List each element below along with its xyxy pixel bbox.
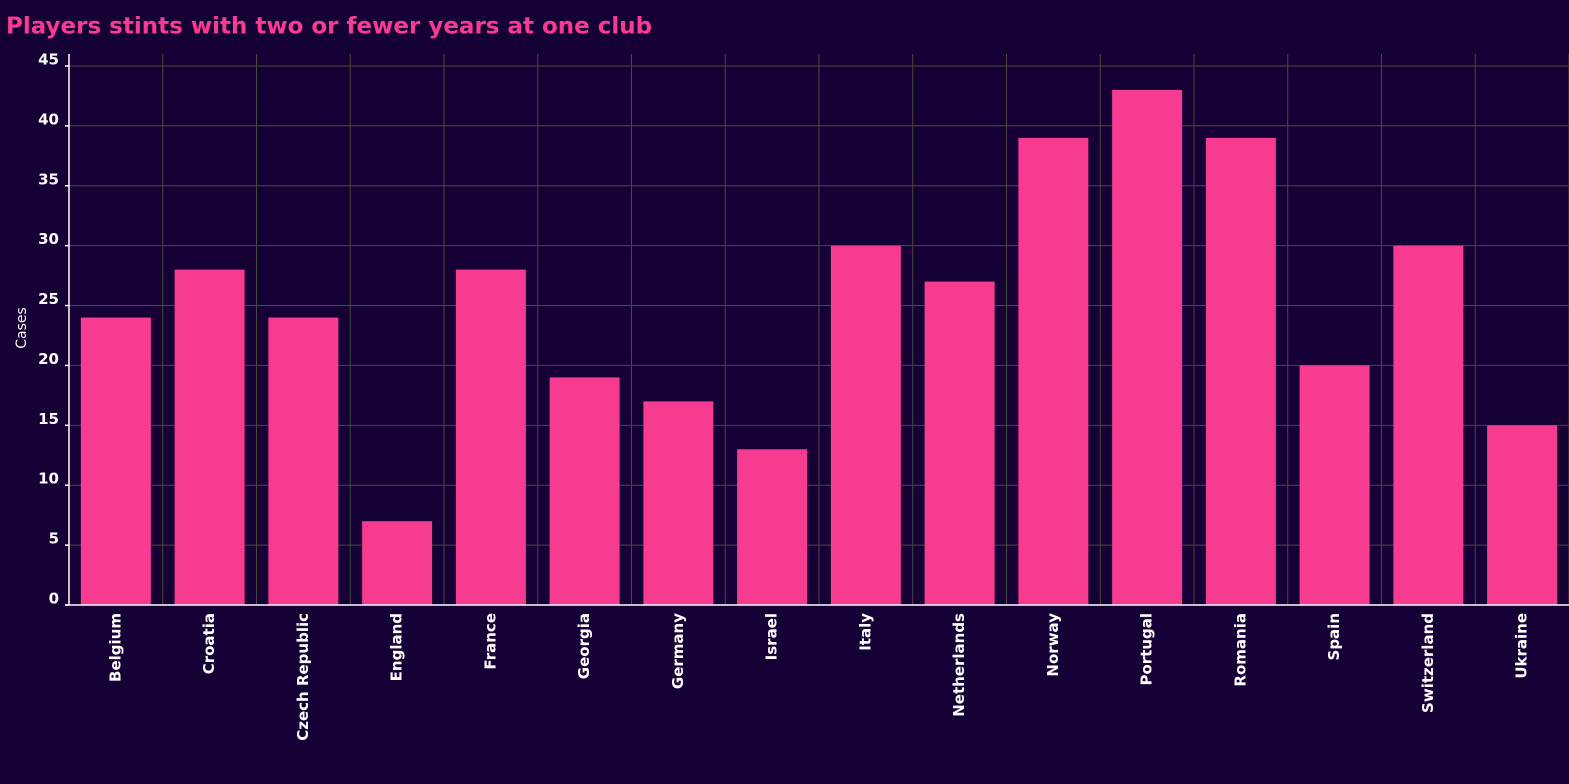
- bar: [174, 269, 245, 605]
- bar: [1112, 89, 1183, 605]
- y-tick-label: 35: [38, 170, 59, 188]
- x-tick-label: Israel: [763, 613, 781, 660]
- x-tick-label: Germany: [669, 613, 687, 689]
- bar: [268, 317, 339, 605]
- bar: [549, 377, 620, 605]
- y-axis-label: Cases: [14, 307, 30, 349]
- x-tick-label: England: [388, 613, 406, 681]
- bar: [643, 401, 714, 605]
- y-tick-label: 15: [38, 410, 59, 428]
- x-tick-label: Ukraine: [1513, 613, 1531, 679]
- x-tick-label: Spain: [1325, 613, 1343, 660]
- bar: [362, 521, 433, 605]
- y-tick-label: 40: [38, 110, 59, 128]
- bar: [1487, 425, 1558, 605]
- y-tick-label: 45: [38, 50, 59, 68]
- bar: [1393, 245, 1464, 606]
- x-tick-label: Switzerland: [1419, 613, 1437, 713]
- x-tick-label: Croatia: [200, 613, 218, 674]
- y-tick-label: 0: [49, 590, 59, 608]
- x-tick-label: Georgia: [575, 613, 593, 679]
- y-tick-label: 30: [38, 230, 59, 248]
- bar: [924, 281, 995, 605]
- x-tick-label: Romania: [1231, 613, 1249, 687]
- y-tick-label: 10: [38, 470, 59, 488]
- bar: [1018, 137, 1089, 605]
- bar: [830, 245, 901, 606]
- bar: [737, 449, 808, 605]
- x-tick-label: Portugal: [1138, 613, 1156, 686]
- chart-title: Players stints with two or fewer years a…: [6, 14, 652, 40]
- y-tick-label: 20: [38, 350, 59, 368]
- x-tick-label: France: [481, 613, 499, 670]
- bar: [1205, 137, 1276, 605]
- y-tick-label: 5: [49, 530, 59, 548]
- x-tick-label: Netherlands: [950, 613, 968, 717]
- bar: [80, 317, 151, 605]
- bar: [455, 269, 526, 605]
- x-tick-label: Belgium: [106, 613, 124, 682]
- x-tick-label: Czech Republic: [294, 613, 312, 741]
- x-tick-label: Norway: [1044, 613, 1062, 677]
- x-tick-label: Italy: [856, 613, 874, 651]
- y-tick-label: 25: [38, 290, 59, 308]
- bar: [1299, 365, 1370, 605]
